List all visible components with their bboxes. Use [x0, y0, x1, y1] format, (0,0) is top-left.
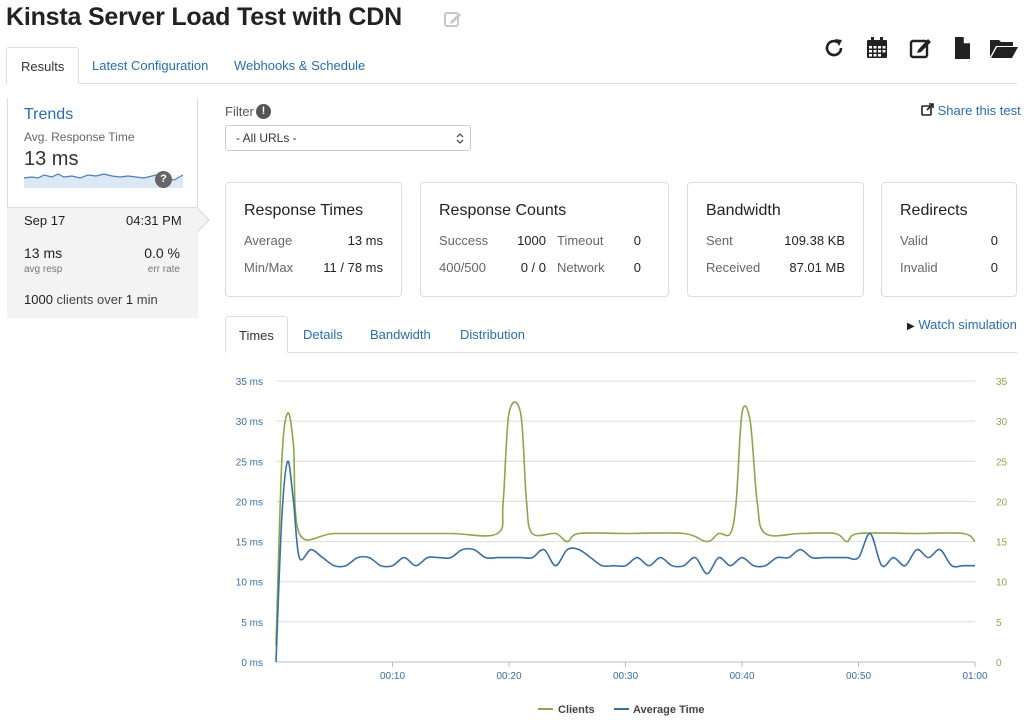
valid-label: Valid: [900, 233, 928, 248]
tab-latest-configuration[interactable]: Latest Configuration: [92, 58, 209, 73]
tab-details[interactable]: Details: [303, 327, 343, 342]
valid-value: 0: [990, 233, 998, 248]
document-icon[interactable]: [950, 36, 974, 60]
y-right-tick-label: 15: [996, 538, 1008, 549]
response-time-chart: 0 ms 0 5 ms 5 10 ms 10 15 ms 15 20 ms 20 25 ms 25 30…: [236, 377, 1008, 716]
tab-webhooks-schedule[interactable]: Webhooks & Schedule: [234, 58, 366, 73]
share-icon: [921, 103, 934, 116]
clients-series-line: [275, 401, 976, 646]
tab-results[interactable]: Results: [6, 47, 80, 84]
url-filter-select[interactable]: - All URLs -: [225, 125, 471, 151]
y-right-tick-label: 5: [996, 618, 1002, 629]
run-summary[interactable]: [7, 207, 198, 318]
received-label: Received: [706, 260, 761, 275]
legend-average-time-label: Average Time: [633, 704, 705, 716]
y-right-tick-label: 20: [996, 497, 1008, 508]
run-time: 04:31 PM: [126, 213, 182, 228]
y-right-tick-label: 25: [996, 457, 1008, 468]
y-right-tick-label: 10: [996, 578, 1008, 589]
average-value: 13 ms: [347, 233, 383, 248]
x-tick-label: 00:20: [496, 671, 521, 682]
tab-times[interactable]: Times: [225, 316, 288, 353]
card-response-times: Response Times Average 13 ms Min/Max 11 …: [225, 182, 402, 297]
card-title: Bandwidth: [706, 202, 781, 219]
run-clients-summary: 1000 clients over 1 min: [24, 292, 158, 307]
select-arrows-icon: [456, 133, 464, 144]
x-tick-label: 01:00: [962, 671, 987, 682]
card-title: Response Times: [244, 202, 364, 219]
card-redirects: Redirects Valid 0 Invalid 0: [881, 182, 1017, 297]
x-tick-label: 00:40: [729, 671, 754, 682]
tabs-divider: [6, 83, 1017, 84]
y-left-tick-label: 35 ms: [236, 377, 263, 388]
timeout-value: 0: [633, 233, 641, 248]
success-value: 1000: [517, 233, 546, 248]
card-response-counts: Response Counts Success 1000 Timeout 0 4…: [420, 182, 669, 297]
run-duration-unit: min: [136, 292, 158, 307]
y-left-tick-label: 15 ms: [236, 538, 263, 549]
run-clients-text: clients over: [56, 292, 123, 307]
run-err-rate-value: 0.0 %: [144, 245, 180, 261]
card-title: Redirects: [900, 202, 968, 219]
timeout-label: Timeout: [557, 233, 604, 248]
edit-title-icon[interactable]: [443, 9, 463, 29]
watch-simulation-label: Watch simulation: [918, 317, 1017, 332]
tab-bandwidth[interactable]: Bandwidth: [370, 327, 431, 342]
run-clients-count: 1000: [24, 292, 53, 307]
sent-label: Sent: [706, 233, 733, 248]
x-tick-label: 00:10: [380, 671, 405, 682]
success-label: Success: [439, 233, 489, 248]
folder-open-icon[interactable]: [989, 36, 1019, 60]
average-time-series-line: [275, 460, 975, 663]
url-filter-selected: - All URLs -: [236, 131, 297, 145]
sent-value: 109.38 KB: [784, 233, 845, 248]
y-left-tick-label: 20 ms: [236, 497, 263, 508]
run-duration-value: 1: [125, 292, 134, 307]
average-label: Average: [244, 233, 293, 248]
network-value: 0: [633, 260, 641, 275]
page-title: Kinsta Server Load Test with CDN: [6, 3, 402, 31]
watch-simulation-link[interactable]: ▶ Watch simulation: [907, 317, 1017, 332]
run-avg-resp-label: avg resp: [24, 264, 63, 275]
chart-tabs-divider: [225, 352, 1017, 353]
edit-icon[interactable]: [909, 36, 933, 60]
network-label: Network: [557, 260, 605, 275]
legend-clients-label: Clients: [558, 704, 595, 716]
y-left-tick-label: 10 ms: [236, 578, 263, 589]
card-title: Response Counts: [439, 202, 567, 219]
y-left-tick-label: 0 ms: [241, 658, 263, 669]
minmax-label: Min/Max: [244, 260, 294, 275]
trends-subtitle: Avg. Response Time: [24, 130, 135, 144]
y-right-tick-label: 35: [996, 377, 1008, 388]
card-bandwidth: Bandwidth Sent 109.38 KB Received 87.01 …: [687, 182, 864, 297]
y-left-tick-label: 5 ms: [241, 618, 263, 629]
error-codes-value: 0 / 0: [520, 260, 546, 275]
filter-label: Filter: [225, 104, 254, 119]
share-link[interactable]: Share this test: [921, 103, 1021, 118]
tab-distribution[interactable]: Distribution: [460, 327, 526, 342]
trends-title[interactable]: Trends: [24, 106, 74, 123]
run-pointer-inner: [196, 208, 208, 232]
share-label: Share this test: [937, 103, 1021, 118]
run-err-rate-label: err rate: [147, 264, 180, 275]
run-avg-resp-value: 13 ms: [24, 245, 63, 261]
y-right-tick-label: 0: [996, 658, 1002, 669]
y-right-tick-label: 30: [996, 417, 1008, 428]
received-value: 87.01 MB: [789, 260, 845, 275]
help-badge[interactable]: ?: [155, 171, 172, 188]
filter-info-icon[interactable]: !: [256, 104, 271, 119]
refresh-icon[interactable]: [822, 36, 846, 60]
x-tick-label: 00:50: [846, 671, 871, 682]
y-left-tick-label: 25 ms: [236, 457, 263, 468]
minmax-value: 11 / 78 ms: [323, 260, 383, 275]
play-icon: ▶: [907, 321, 915, 332]
y-left-tick-label: 30 ms: [236, 417, 263, 428]
invalid-label: Invalid: [900, 260, 938, 275]
x-tick-label: 00:30: [613, 671, 638, 682]
calendar-icon[interactable]: [865, 36, 889, 60]
trends-value: 13 ms: [24, 148, 79, 170]
run-date: Sep 17: [24, 213, 66, 228]
invalid-value: 0: [990, 260, 998, 275]
error-codes-label: 400/500: [439, 260, 486, 275]
